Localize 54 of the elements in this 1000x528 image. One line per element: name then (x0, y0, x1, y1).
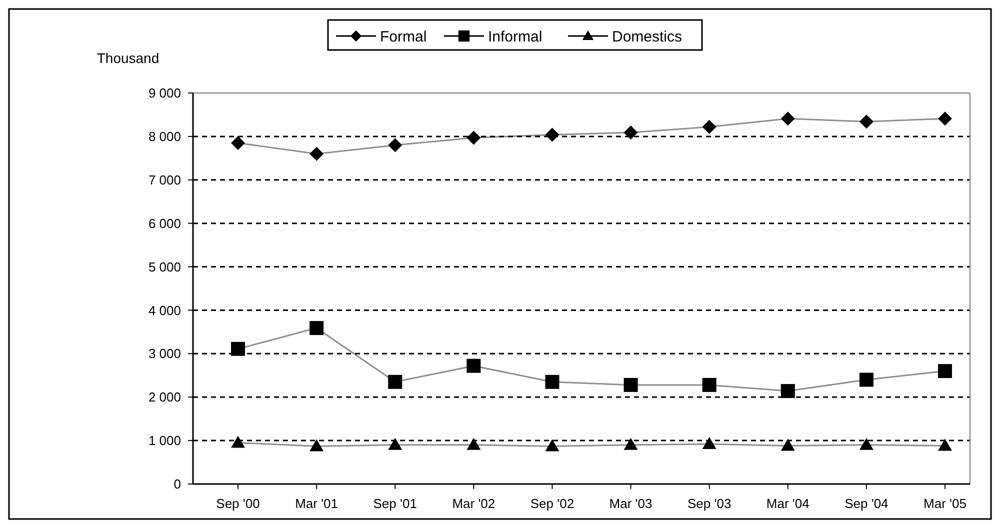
point (231, 136, 245, 150)
y-tick-label: 1 000 (148, 433, 181, 448)
point (859, 372, 874, 387)
point (466, 438, 481, 450)
point (388, 374, 402, 389)
point (310, 439, 324, 452)
point (624, 438, 638, 450)
point (702, 378, 716, 392)
x-tick-label: Mar '04 (766, 496, 810, 511)
point (388, 438, 402, 450)
point (938, 112, 952, 126)
point (310, 321, 324, 336)
point (938, 364, 952, 378)
point (859, 438, 874, 450)
x-tick-label: Sep '03 (687, 496, 732, 511)
x-tick-label: Sep '01 (373, 496, 417, 511)
x-tick-label: Mar '05 (924, 496, 966, 511)
point (466, 130, 481, 145)
point (231, 436, 245, 448)
legend-label: Domestics (612, 28, 682, 46)
point (466, 358, 481, 373)
point (938, 438, 952, 451)
x-tick-label: Mar '03 (609, 496, 652, 511)
y-tick-label: 4 000 (148, 302, 181, 318)
point (780, 112, 795, 126)
point (859, 114, 874, 129)
point (780, 384, 795, 398)
x-tick-label: Sep '04 (844, 496, 888, 511)
point (310, 146, 324, 161)
x-tick-label: Sep '02 (530, 496, 574, 511)
y-tick-label: 8 000 (148, 128, 181, 144)
y-axis-title: Thousand (96, 50, 160, 66)
point (388, 138, 402, 152)
point (702, 120, 716, 134)
point (780, 438, 795, 451)
y-tick-label: 6 000 (148, 216, 181, 231)
point (545, 439, 560, 452)
y-tick-label: 2 000 (148, 390, 181, 405)
legend-label: Formal (380, 28, 427, 46)
y-tick-label: 3 000 (148, 346, 181, 362)
point (624, 378, 638, 392)
x-tick-label: Mar '01 (295, 496, 338, 511)
x-tick-label: Sep '00 (216, 496, 260, 511)
point (624, 126, 638, 140)
y-tick-label: 0 (174, 476, 181, 492)
y-tick-label: 5 000 (148, 259, 181, 274)
point (545, 128, 560, 142)
point (231, 342, 245, 356)
y-tick-label: 9 000 (148, 86, 181, 101)
point (702, 437, 716, 450)
y-tick-label: 7 000 (148, 172, 181, 188)
x-tick-label: Mar '02 (452, 496, 496, 511)
point (545, 374, 560, 389)
legend-label: Informal (488, 28, 542, 46)
